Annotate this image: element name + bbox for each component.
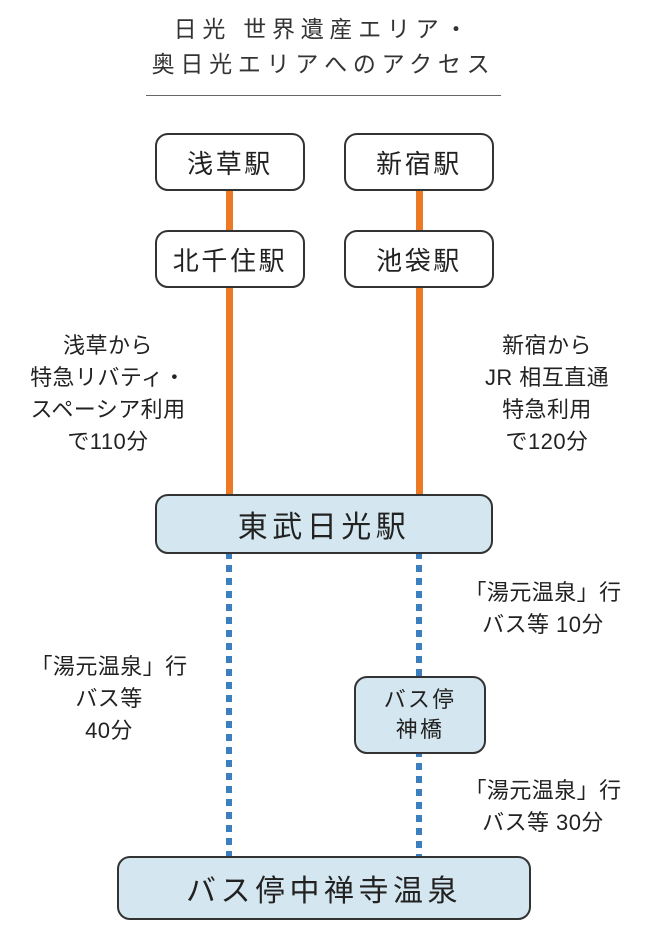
bus-stop-chuzenji: バス停中禅寺温泉 bbox=[117, 856, 531, 920]
station-tobu-nikko-label: 東武日光駅 bbox=[238, 502, 411, 546]
station-kitasenju-label: 北千住駅 bbox=[173, 241, 287, 278]
route-shinjuku-l2: JR 相互直通 bbox=[485, 365, 609, 390]
line-tobu-chuzenji-left bbox=[226, 552, 232, 864]
bus-stop-chuzenji-label: バス停中禅寺温泉 bbox=[186, 866, 462, 910]
line-asakusa-tobu bbox=[226, 160, 233, 516]
route-shinjuku-l3: 特急利用 bbox=[502, 397, 592, 422]
bus-route-right-2-l2: バス等 30分 bbox=[482, 810, 604, 835]
line-shinkyo-chuzenji bbox=[416, 750, 422, 864]
station-ikebukuro-label: 池袋駅 bbox=[376, 241, 462, 278]
line-tobu-shinkyo bbox=[416, 552, 422, 690]
bus-route-right-1: 「湯元温泉」行 バス等 10分 bbox=[454, 577, 632, 641]
bus-route-left-l3: 40分 bbox=[85, 718, 133, 743]
bus-route-right-1-l1: 「湯元温泉」行 bbox=[464, 580, 621, 605]
line-shinjuku-tobu bbox=[416, 160, 423, 516]
bus-stop-shinkyo-l2: 神橋 bbox=[396, 715, 444, 745]
station-asakusa-label: 浅草駅 bbox=[187, 144, 273, 181]
bus-stop-shinkyo-l1: バス停 bbox=[384, 685, 457, 715]
route-shinjuku-l4: で120分 bbox=[506, 429, 589, 454]
station-shinjuku: 新宿駅 bbox=[344, 133, 494, 191]
station-kitasenju: 北千住駅 bbox=[155, 230, 305, 288]
bus-route-right-1-l2: バス等 10分 bbox=[482, 612, 604, 637]
route-asakusa-text: 浅草から 特急リバティ・ スペーシア利用 で110分 bbox=[14, 330, 202, 458]
station-tobu-nikko: 東武日光駅 bbox=[155, 494, 493, 554]
bus-stop-shinkyo: バス停 神橋 bbox=[354, 676, 486, 754]
route-shinjuku-l1: 新宿から bbox=[502, 333, 592, 358]
title-underline bbox=[146, 95, 501, 96]
bus-route-left: 「湯元温泉」行 バス等 40分 bbox=[20, 651, 198, 747]
route-asakusa-l4: で110分 bbox=[67, 429, 148, 454]
route-asakusa-l1: 浅草から bbox=[63, 333, 153, 358]
title-line-2: 奥日光エリアへのアクセス bbox=[152, 51, 496, 77]
bus-route-right-2-l1: 「湯元温泉」行 bbox=[464, 778, 621, 803]
bus-route-left-l1: 「湯元温泉」行 bbox=[30, 654, 187, 679]
diagram-title: 日光 世界遺産エリア・ 奥日光エリアへのアクセス bbox=[0, 0, 647, 81]
bus-route-right-2: 「湯元温泉」行 バス等 30分 bbox=[454, 775, 632, 839]
route-asakusa-l3: スペーシア利用 bbox=[30, 397, 185, 422]
route-asakusa-l2: 特急リバティ・ bbox=[30, 365, 186, 390]
bus-route-left-l2: バス等 bbox=[75, 686, 142, 711]
access-diagram: 日光 世界遺産エリア・ 奥日光エリアへのアクセス 浅草駅 新宿駅 北千住駅 池袋… bbox=[0, 0, 647, 927]
station-asakusa: 浅草駅 bbox=[155, 133, 305, 191]
station-ikebukuro: 池袋駅 bbox=[344, 230, 494, 288]
route-shinjuku-text: 新宿から JR 相互直通 特急利用 で120分 bbox=[458, 330, 636, 458]
title-line-1: 日光 世界遺産エリア・ bbox=[174, 16, 474, 42]
station-shinjuku-label: 新宿駅 bbox=[376, 144, 462, 181]
